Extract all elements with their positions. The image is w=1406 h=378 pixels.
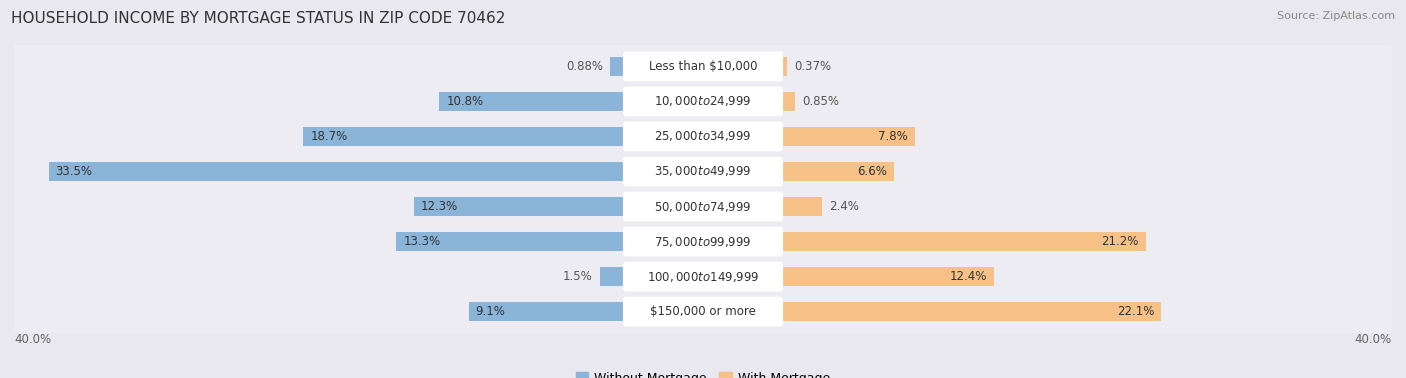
Text: $150,000 or more: $150,000 or more xyxy=(650,305,756,318)
Text: 6.6%: 6.6% xyxy=(858,165,887,178)
FancyBboxPatch shape xyxy=(14,181,1392,232)
Text: 40.0%: 40.0% xyxy=(14,333,51,345)
Text: 0.37%: 0.37% xyxy=(794,60,831,73)
FancyBboxPatch shape xyxy=(623,297,783,327)
Text: 0.85%: 0.85% xyxy=(801,95,839,108)
FancyBboxPatch shape xyxy=(623,51,783,81)
Text: $10,000 to $24,999: $10,000 to $24,999 xyxy=(654,94,752,108)
Text: 33.5%: 33.5% xyxy=(55,165,93,178)
Text: Less than $10,000: Less than $10,000 xyxy=(648,60,758,73)
Bar xyxy=(396,232,626,251)
FancyBboxPatch shape xyxy=(623,87,783,116)
Bar xyxy=(48,162,626,181)
Bar xyxy=(780,57,787,76)
FancyBboxPatch shape xyxy=(14,215,1392,268)
Text: 12.4%: 12.4% xyxy=(950,270,987,283)
Text: $100,000 to $149,999: $100,000 to $149,999 xyxy=(647,270,759,284)
Text: $75,000 to $99,999: $75,000 to $99,999 xyxy=(654,235,752,249)
Bar xyxy=(599,267,626,286)
FancyBboxPatch shape xyxy=(14,146,1392,197)
Bar xyxy=(780,232,1146,251)
Text: 0.88%: 0.88% xyxy=(567,60,603,73)
Text: 22.1%: 22.1% xyxy=(1116,305,1154,318)
Text: 13.3%: 13.3% xyxy=(404,235,440,248)
FancyBboxPatch shape xyxy=(623,156,783,186)
Bar xyxy=(440,92,626,111)
FancyBboxPatch shape xyxy=(623,122,783,151)
Bar xyxy=(780,162,894,181)
Text: HOUSEHOLD INCOME BY MORTGAGE STATUS IN ZIP CODE 70462: HOUSEHOLD INCOME BY MORTGAGE STATUS IN Z… xyxy=(11,11,506,26)
Bar xyxy=(780,127,915,146)
Bar xyxy=(780,197,823,216)
Text: 1.5%: 1.5% xyxy=(562,270,593,283)
Text: 40.0%: 40.0% xyxy=(1355,333,1392,345)
FancyBboxPatch shape xyxy=(623,192,783,222)
Text: $35,000 to $49,999: $35,000 to $49,999 xyxy=(654,164,752,178)
Text: 10.8%: 10.8% xyxy=(446,95,484,108)
Bar xyxy=(780,302,1161,321)
Text: $25,000 to $34,999: $25,000 to $34,999 xyxy=(654,129,752,143)
FancyBboxPatch shape xyxy=(14,76,1392,127)
FancyBboxPatch shape xyxy=(623,262,783,291)
FancyBboxPatch shape xyxy=(14,110,1392,163)
Text: 2.4%: 2.4% xyxy=(828,200,859,213)
Text: $50,000 to $74,999: $50,000 to $74,999 xyxy=(654,200,752,214)
Text: 18.7%: 18.7% xyxy=(311,130,347,143)
Bar xyxy=(780,267,994,286)
Bar xyxy=(304,127,626,146)
FancyBboxPatch shape xyxy=(14,40,1392,92)
FancyBboxPatch shape xyxy=(14,251,1392,302)
FancyBboxPatch shape xyxy=(623,227,783,256)
Text: Source: ZipAtlas.com: Source: ZipAtlas.com xyxy=(1277,11,1395,21)
Bar xyxy=(780,92,796,111)
Text: 21.2%: 21.2% xyxy=(1101,235,1139,248)
Text: 7.8%: 7.8% xyxy=(879,130,908,143)
Legend: Without Mortgage, With Mortgage: Without Mortgage, With Mortgage xyxy=(571,367,835,378)
Bar xyxy=(468,302,626,321)
Bar xyxy=(413,197,626,216)
FancyBboxPatch shape xyxy=(14,286,1392,338)
Bar xyxy=(610,57,626,76)
Text: 9.1%: 9.1% xyxy=(475,305,506,318)
Text: 12.3%: 12.3% xyxy=(420,200,458,213)
